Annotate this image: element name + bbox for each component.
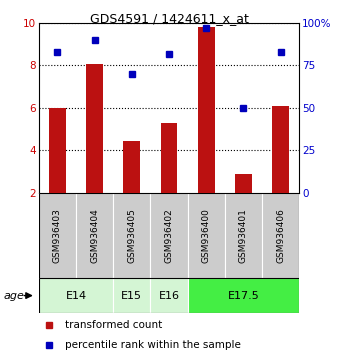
Bar [113, 278, 150, 313]
Bar [235, 174, 252, 193]
Bar [113, 193, 150, 278]
Text: GSM936406: GSM936406 [276, 208, 285, 263]
Text: E17.5: E17.5 [227, 291, 259, 301]
Bar [39, 278, 113, 313]
Text: percentile rank within the sample: percentile rank within the sample [65, 340, 241, 350]
Bar [86, 64, 103, 193]
Bar [262, 193, 299, 278]
Bar [161, 123, 177, 193]
Bar [188, 193, 225, 278]
Text: GSM936400: GSM936400 [202, 208, 211, 263]
Bar [225, 193, 262, 278]
Bar [49, 108, 66, 193]
Bar [150, 193, 188, 278]
Text: transformed count: transformed count [65, 320, 162, 330]
Text: E15: E15 [121, 291, 142, 301]
Text: age: age [3, 291, 24, 301]
Bar [76, 193, 113, 278]
Text: GSM936403: GSM936403 [53, 208, 62, 263]
Bar [188, 278, 299, 313]
Text: GSM936401: GSM936401 [239, 208, 248, 263]
Text: E14: E14 [66, 291, 87, 301]
Bar [272, 106, 289, 193]
Text: GSM936404: GSM936404 [90, 208, 99, 263]
Bar [198, 27, 215, 193]
Bar [39, 193, 76, 278]
Bar [123, 141, 140, 193]
Text: GSM936402: GSM936402 [165, 208, 173, 263]
Text: GDS4591 / 1424611_x_at: GDS4591 / 1424611_x_at [90, 12, 248, 25]
Text: GSM936405: GSM936405 [127, 208, 136, 263]
Bar [150, 278, 188, 313]
Text: E16: E16 [159, 291, 179, 301]
